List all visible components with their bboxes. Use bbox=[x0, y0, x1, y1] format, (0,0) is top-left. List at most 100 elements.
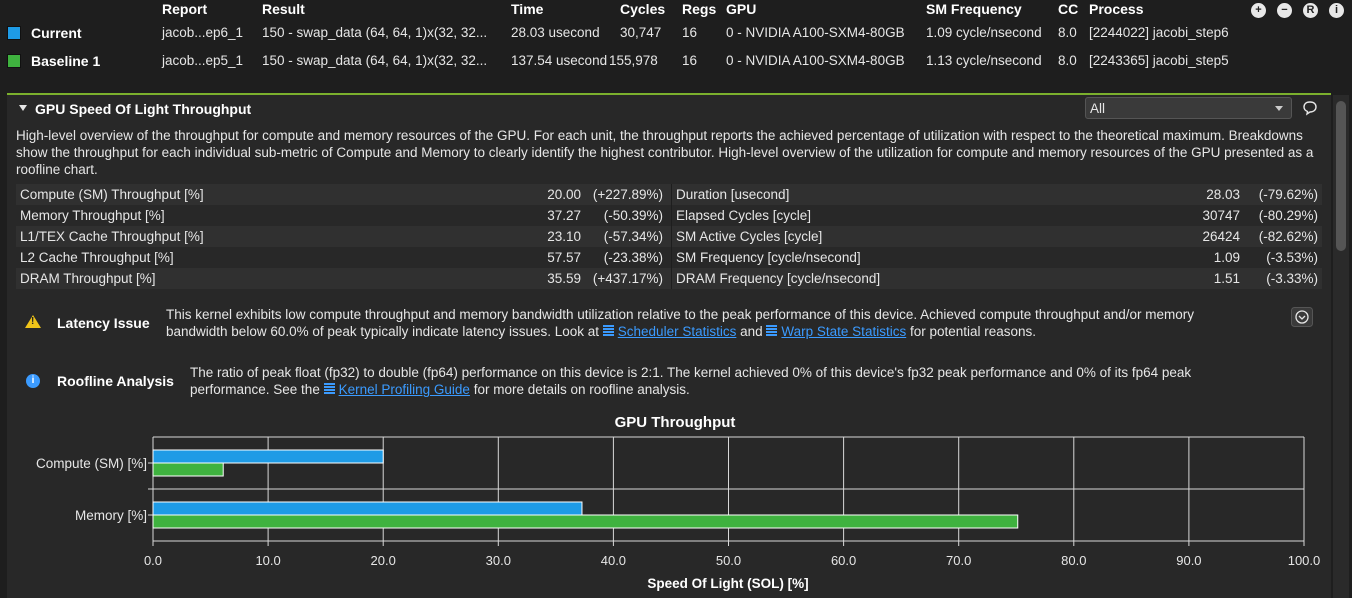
issue-line: This kernel exhibits low compute through… bbox=[166, 307, 1195, 322]
col-process[interactable]: Process bbox=[1089, 1, 1144, 17]
info-icon[interactable]: i bbox=[1329, 3, 1344, 18]
table-row: Compute (SM) Throughput [%] 20.00 (+227.… bbox=[16, 184, 1322, 205]
col-result[interactable]: Result bbox=[262, 1, 305, 17]
regs-cell: 16 bbox=[682, 53, 698, 68]
metric-value: 37.27 bbox=[547, 208, 581, 223]
scheduler-statistics-link[interactable]: Scheduler Statistics bbox=[617, 324, 737, 339]
cycles-cell: 30,747 bbox=[620, 25, 662, 40]
y-tick-label: Memory [%] bbox=[75, 508, 147, 523]
issue-text: for more details on roofline analysis. bbox=[473, 382, 690, 397]
col-sm-frequency[interactable]: SM Frequency bbox=[926, 1, 1022, 17]
metrics-table: Compute (SM) Throughput [%] 20.00 (+227.… bbox=[16, 184, 1322, 289]
metric-value: 26424 bbox=[1202, 229, 1240, 244]
chart-xlabel: Speed Of Light (SOL) [%] bbox=[647, 576, 808, 591]
info-circle-icon: i bbox=[26, 374, 40, 388]
metric-name: Memory Throughput [%] bbox=[20, 208, 165, 223]
document-icon bbox=[766, 325, 778, 337]
metric-delta: (+227.89%) bbox=[592, 187, 663, 202]
result-cell: 150 - swap_data (64, 64, 1)x(32, 32... bbox=[262, 25, 488, 40]
vertical-scrollbar[interactable] bbox=[1333, 95, 1349, 598]
x-tick-label: 40.0 bbox=[601, 553, 626, 568]
warning-icon bbox=[25, 315, 41, 328]
issue-body-latency: This kernel exhibits low compute through… bbox=[166, 306, 1194, 340]
table-divider bbox=[671, 184, 672, 289]
section-description: High-level overview of the throughput fo… bbox=[16, 128, 1314, 177]
time-cell: 137.54 usecond bbox=[511, 53, 608, 68]
metric-delta: (-3.53%) bbox=[1266, 250, 1318, 265]
current-color-swatch bbox=[7, 26, 21, 40]
metric-name: DRAM Throughput [%] bbox=[20, 271, 156, 286]
report-cell: jacob...ep6_1 bbox=[162, 25, 244, 40]
metric-name: Compute (SM) Throughput [%] bbox=[20, 187, 204, 202]
issue-title-latency: Latency Issue bbox=[57, 315, 150, 331]
x-tick-label: 80.0 bbox=[1061, 553, 1086, 568]
col-report[interactable]: Report bbox=[162, 1, 208, 17]
issue-line: performance. See the Kernel Profiling Gu… bbox=[190, 381, 1191, 398]
section-accent-line bbox=[7, 93, 1331, 95]
metric-value: 28.03 bbox=[1206, 187, 1240, 202]
bar-current bbox=[152, 449, 384, 464]
metric-name: SM Active Cycles [cycle] bbox=[676, 229, 823, 244]
process-cell: [2243365] jacobi_step5 bbox=[1089, 53, 1229, 68]
col-gpu[interactable]: GPU bbox=[726, 1, 757, 17]
metric-delta: (-50.39%) bbox=[603, 208, 663, 223]
zoom-out-icon[interactable]: − bbox=[1277, 3, 1292, 18]
chevron-down-icon bbox=[1275, 106, 1283, 111]
col-cc[interactable]: CC bbox=[1058, 1, 1079, 17]
metric-delta: (-82.62%) bbox=[1258, 229, 1318, 244]
col-time[interactable]: Time bbox=[511, 1, 544, 17]
metric-delta: (-23.38%) bbox=[603, 250, 663, 265]
issue-line: The ratio of peak float (fp32) to double… bbox=[190, 365, 1192, 380]
chart-title: GPU Throughput bbox=[615, 414, 736, 431]
gpu-cell: 0 - NVIDIA A100-SXM4-80GB bbox=[726, 25, 905, 40]
metric-delta: (-57.34%) bbox=[603, 229, 663, 244]
bar-baseline-1 bbox=[152, 462, 224, 477]
chart-labels: 0.0 10.0 20.0 30.0 40.0 50.0 60.0 70.0 80.0 90.0 1… bbox=[36, 456, 1320, 568]
document-icon bbox=[602, 325, 614, 337]
scrollbar-thumb[interactable] bbox=[1336, 101, 1346, 251]
metric-name: DRAM Frequency [cycle/nsecond] bbox=[676, 271, 881, 286]
issue-text: bandwidth below 60.0% of peak typically … bbox=[166, 324, 600, 339]
table-row: L2 Cache Throughput [%] 57.57 (-23.38%) … bbox=[16, 247, 1322, 268]
cc-cell: 8.0 bbox=[1058, 53, 1077, 68]
collapse-triangle-icon[interactable] bbox=[19, 105, 27, 111]
baseline-color-swatch bbox=[7, 54, 21, 68]
bar-baseline-1 bbox=[152, 514, 1019, 529]
metric-name: L1/TEX Cache Throughput [%] bbox=[20, 229, 204, 244]
gpu-throughput-chart: GPU Throughput 0.0 10.0 20.0 30.0 40.0 50.0 60… bbox=[36, 414, 1320, 591]
comment-icon[interactable] bbox=[1302, 100, 1318, 116]
process-cell: [2244022] jacobi_step6 bbox=[1089, 25, 1229, 40]
section-filter-select[interactable]: All bbox=[1085, 97, 1292, 119]
y-tick-label: Compute (SM) [%] bbox=[36, 456, 147, 471]
metric-name: L2 Cache Throughput [%] bbox=[20, 250, 174, 265]
metric-value: 1.51 bbox=[1213, 271, 1240, 286]
cc-cell: 8.0 bbox=[1058, 25, 1077, 40]
col-regs[interactable]: Regs bbox=[682, 1, 717, 17]
section-title[interactable]: GPU Speed Of Light Throughput bbox=[35, 101, 252, 117]
col-cycles[interactable]: Cycles bbox=[620, 1, 666, 17]
zoom-in-icon[interactable]: + bbox=[1251, 3, 1266, 18]
metric-delta: (-80.29%) bbox=[1258, 208, 1318, 223]
bar-current bbox=[152, 501, 583, 516]
metric-name: Duration [usecond] bbox=[676, 187, 790, 202]
chart-bars bbox=[152, 449, 1019, 529]
kernel-profiling-guide-link[interactable]: Kernel Profiling Guide bbox=[338, 382, 470, 397]
warp-state-statistics-link[interactable]: Warp State Statistics bbox=[781, 324, 907, 339]
result-name: Current bbox=[31, 25, 82, 41]
x-tick-label: 60.0 bbox=[831, 553, 856, 568]
metric-delta: (-79.62%) bbox=[1258, 187, 1318, 202]
x-tick-label: 50.0 bbox=[716, 553, 741, 568]
metric-delta: (+437.17%) bbox=[592, 271, 663, 286]
sm-frequency-cell: 1.13 cycle/nsecond bbox=[926, 53, 1042, 68]
result-name: Baseline 1 bbox=[31, 53, 101, 69]
regs-cell: 16 bbox=[682, 25, 698, 40]
issue-line: bandwidth below 60.0% of peak typically … bbox=[166, 323, 1194, 340]
expand-issue-button[interactable] bbox=[1291, 307, 1313, 327]
table-row: L1/TEX Cache Throughput [%] 23.10 (-57.3… bbox=[16, 226, 1322, 247]
x-tick-label: 10.0 bbox=[255, 553, 280, 568]
reset-icon[interactable]: R bbox=[1303, 3, 1318, 18]
x-tick-label: 0.0 bbox=[144, 553, 162, 568]
document-icon bbox=[323, 383, 335, 395]
issue-text: and bbox=[740, 324, 763, 339]
issue-body-roofline: The ratio of peak float (fp32) to double… bbox=[190, 364, 1191, 398]
